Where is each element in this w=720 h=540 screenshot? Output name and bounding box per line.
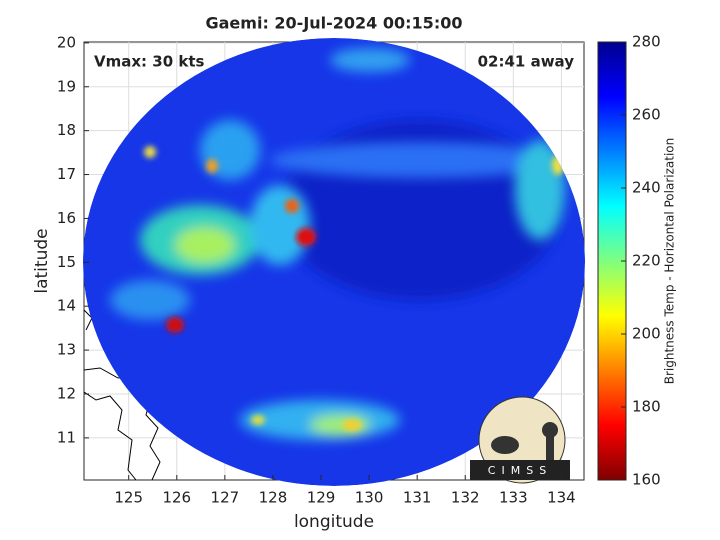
y-tick-label: 15 xyxy=(57,253,76,271)
x-axis-label: longitude xyxy=(294,512,374,532)
colorbar-tick-label: 280 xyxy=(632,33,661,51)
x-tick-label: 134 xyxy=(547,489,576,507)
colorbar-tick-label: 160 xyxy=(632,471,661,489)
logo: CIMSS xyxy=(470,396,570,484)
x-tick-label: 129 xyxy=(307,489,336,507)
colorbar-label: Brightness Temp - Horizontal Polarizatio… xyxy=(663,138,677,385)
title: Gaemi: 20-Jul-2024 00:15:00 xyxy=(206,14,463,33)
y-tick-label: 17 xyxy=(57,165,76,183)
satellite-image xyxy=(83,38,585,486)
y-tick-label: 12 xyxy=(57,384,76,402)
colorbar-tick-label: 220 xyxy=(632,252,661,270)
x-tick-label: 131 xyxy=(403,489,432,507)
colorbar-tick-label: 200 xyxy=(632,325,661,343)
colorbar-tick-label: 240 xyxy=(632,179,661,197)
logo-text: CIMSS xyxy=(488,464,552,477)
y-tick-label: 19 xyxy=(57,77,76,95)
x-tick-label: 126 xyxy=(162,489,191,507)
x-tick-label: 132 xyxy=(451,489,480,507)
x-tick-label: 125 xyxy=(114,489,143,507)
y-tick-label: 14 xyxy=(57,297,76,315)
x-tick-label: 128 xyxy=(259,489,288,507)
annotation: Vmax: 30 kts xyxy=(94,53,204,71)
x-tick-label: 133 xyxy=(499,489,528,507)
y-tick-label: 20 xyxy=(57,33,76,51)
y-axis-label: latitude xyxy=(32,228,52,293)
y-tick-label: 11 xyxy=(57,428,76,446)
colorbar-tick-label: 260 xyxy=(632,106,661,124)
y-tick-label: 13 xyxy=(57,341,76,359)
y-tick-label: 18 xyxy=(57,121,76,139)
colorbar-tick-label: 180 xyxy=(632,398,661,416)
y-tick-label: 16 xyxy=(57,209,76,227)
x-tick-label: 130 xyxy=(355,489,384,507)
x-tick-label: 127 xyxy=(211,489,240,507)
annotation: 02:41 away xyxy=(478,53,575,71)
